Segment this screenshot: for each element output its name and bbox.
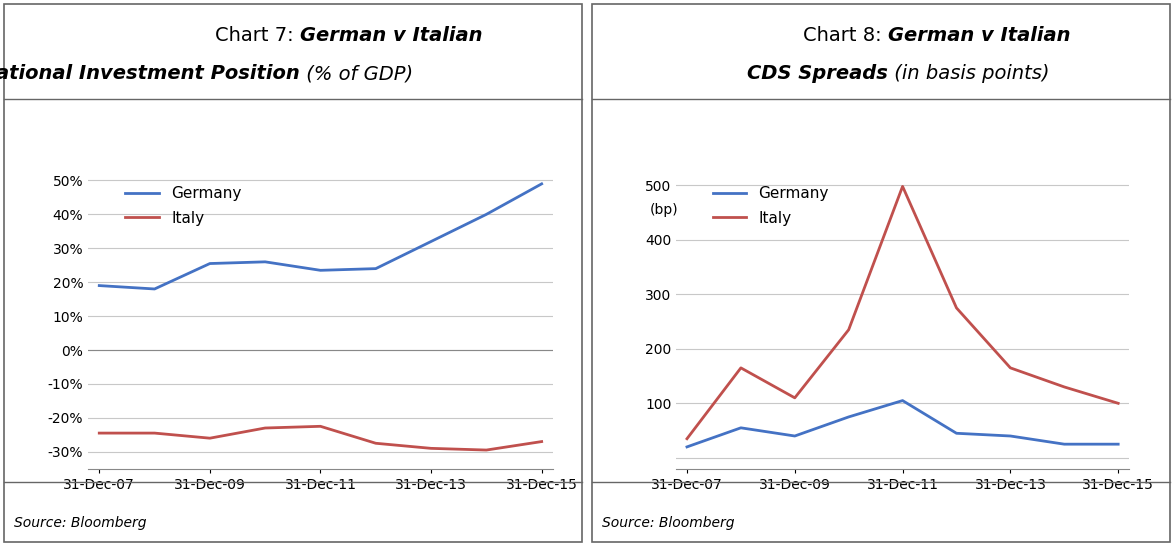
Text: Chart 8:: Chart 8: — [803, 26, 888, 45]
Legend: Germany, Italy: Germany, Italy — [119, 180, 247, 232]
Text: (% of GDP): (% of GDP) — [300, 64, 413, 83]
Text: Source: Bloomberg: Source: Bloomberg — [602, 516, 735, 530]
Text: (in basis points): (in basis points) — [888, 64, 1049, 83]
Text: Chart 7:: Chart 7: — [215, 26, 300, 45]
Text: Net International Investment Position: Net International Investment Position — [0, 64, 300, 83]
Text: CDS Spreads: CDS Spreads — [747, 64, 888, 83]
Text: Source: Bloomberg: Source: Bloomberg — [14, 516, 147, 530]
Text: (bp): (bp) — [650, 203, 679, 217]
Text: German v Italian: German v Italian — [888, 26, 1070, 45]
Legend: Germany, Italy: Germany, Italy — [707, 180, 835, 232]
Text: German v Italian: German v Italian — [300, 26, 482, 45]
